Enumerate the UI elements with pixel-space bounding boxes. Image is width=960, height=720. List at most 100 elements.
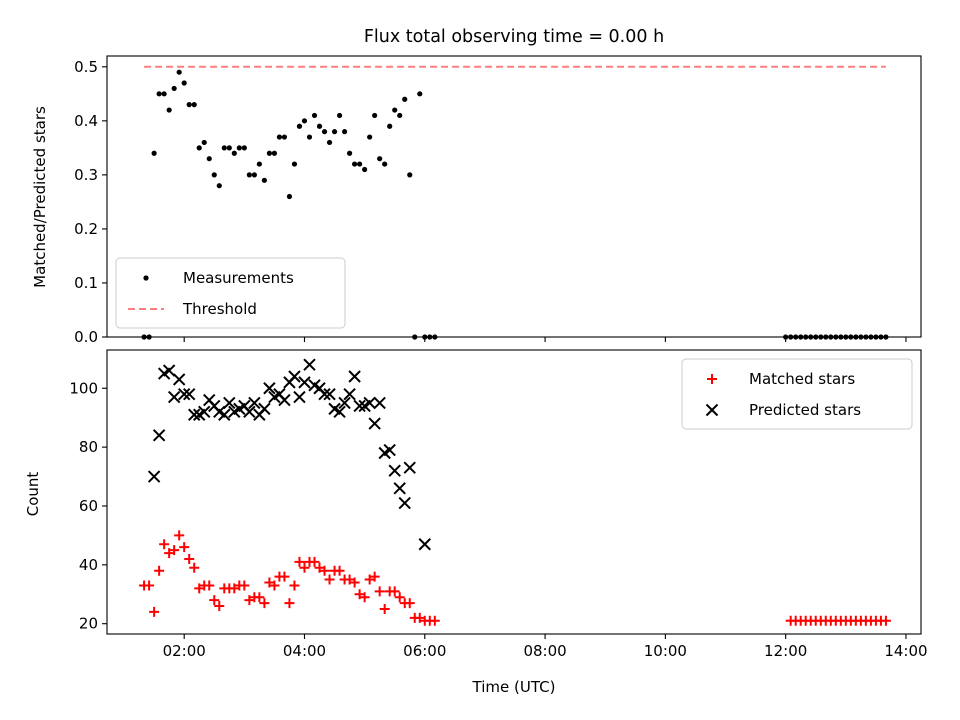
predicted-star-point: [303, 358, 316, 371]
top-measurement-point: [377, 156, 383, 162]
predicted-star-point: [298, 376, 311, 389]
predicted-star-point: [162, 364, 176, 377]
top-measurement-point: [362, 166, 368, 173]
matched-star-point: [159, 539, 170, 550]
predicted-star-point: [393, 482, 406, 495]
top-measurement-point: [216, 183, 222, 189]
matched-star-point: [184, 553, 195, 564]
predicted-star-point: [353, 399, 366, 413]
predicted-star-point: [398, 496, 411, 510]
matched-star-point: [359, 592, 370, 603]
top-y-tick-label: 0.0: [74, 328, 98, 346]
bottom-legend-label: Predicted stars: [749, 401, 861, 419]
matched-star-point: [179, 542, 190, 553]
matched-star-point: [194, 583, 205, 594]
bottom-legend-box: [681, 358, 913, 430]
predicted-star-point: [403, 461, 416, 474]
top-y-tick-label: 0.2: [74, 220, 98, 238]
matched-star-point: [309, 556, 320, 567]
matched-star-point: [334, 565, 345, 576]
matched-star-point: [154, 565, 165, 576]
top-measurement-point: [161, 91, 167, 97]
top-panel: 0.0 0.1 0.2 0.3 0.4 0.5 Measurements Threshold: [74, 55, 922, 346]
top-measurement-point: [341, 129, 348, 135]
top-measurement-point: [286, 193, 293, 200]
top-measurement-point: [321, 129, 328, 135]
top-measurement-point: [266, 150, 272, 156]
predicted-star-point: [388, 464, 401, 477]
top-legend-label: Measurements: [183, 269, 294, 287]
top-measurement-point: [181, 80, 187, 86]
top-measurement-point: [372, 112, 378, 119]
top-measurement-point: [171, 85, 177, 92]
top-measurement-point: [166, 107, 172, 113]
top-measurement-point: [251, 172, 257, 178]
predicted-star-point: [288, 370, 301, 383]
top-measurement-point: [256, 161, 262, 167]
top-y-tick-label: 0.5: [74, 58, 98, 76]
top-measurement-point: [352, 161, 358, 167]
top-measurement-point: [276, 134, 283, 140]
bottom-plot-frame: [106, 349, 922, 635]
matched-star-point: [349, 577, 360, 588]
top-measurement-point: [246, 172, 252, 178]
top-measurement-point: [206, 156, 212, 162]
matched-star-point: [880, 615, 891, 626]
predicted-star-point: [263, 382, 276, 395]
matched-star-point: [244, 595, 255, 606]
top-measurement-point: [367, 134, 373, 140]
chart-title: Flux total observing time = 0.00 h: [364, 27, 664, 47]
bottom-x-tick-label: 10:00: [644, 642, 687, 660]
top-measurement-point: [261, 177, 267, 183]
top-measurement-point: [241, 145, 247, 151]
top-measurement-point: [236, 145, 242, 151]
bottom-x-tick-label: 14:00: [884, 642, 927, 660]
predicted-star-point: [318, 387, 331, 401]
matched-star-point: [354, 589, 365, 600]
top-measurement-point: [336, 112, 343, 119]
top-measurement-point: [331, 129, 338, 135]
predicted-star-point: [278, 393, 291, 407]
top-measurement-point: [392, 107, 398, 113]
bottom-y-tick-label: 100: [69, 379, 98, 397]
bottom-x-tick-label: 06:00: [403, 642, 446, 660]
matched-star-point: [374, 586, 385, 597]
matched-star-point: [364, 574, 375, 585]
predicted-star-point: [167, 390, 181, 404]
bottom-x-tick-label: 08:00: [523, 642, 566, 660]
bottom-panel: 02:00 04:00 06:00 08:00 10:00 12:00 14:00 20 40 6…: [69, 349, 928, 660]
top-measurement-point: [311, 112, 318, 119]
matched-star-point: [269, 580, 280, 591]
predicted-star-point: [198, 405, 211, 419]
bottom-series-0: [139, 530, 891, 626]
matched-star-point: [289, 580, 300, 591]
predicted-star-point: [333, 405, 346, 419]
top-measurement-point: [417, 91, 423, 97]
predicted-star-point: [293, 390, 306, 404]
top-measurement-point: [306, 134, 313, 140]
x-axis-label: Time (UTC): [472, 678, 556, 696]
top-measurement-point: [357, 161, 363, 167]
matched-star-point: [239, 580, 250, 591]
predicted-star-point: [248, 396, 261, 410]
top-measurement-point: [176, 69, 182, 75]
top-measurement-point: [301, 118, 308, 124]
top-measurement-point: [382, 161, 388, 167]
predicted-star-point: [243, 405, 256, 419]
top-plot-frame: [106, 55, 922, 338]
predicted-star-point: [218, 408, 231, 421]
matched-star-point: [404, 598, 415, 609]
matched-star-point: [294, 556, 305, 567]
top-measurement-point: [407, 172, 413, 178]
predicted-star-point: [338, 396, 351, 410]
matched-star-point: [204, 580, 215, 591]
top-measurement-point: [191, 102, 197, 108]
top-measurement-point: [226, 145, 232, 151]
predicted-star-point: [188, 408, 201, 421]
predicted-star-point: [182, 387, 196, 401]
top-legend: Measurements Threshold: [115, 257, 346, 329]
top-measurement-point: [231, 150, 237, 156]
top-measurement-point: [296, 123, 303, 129]
